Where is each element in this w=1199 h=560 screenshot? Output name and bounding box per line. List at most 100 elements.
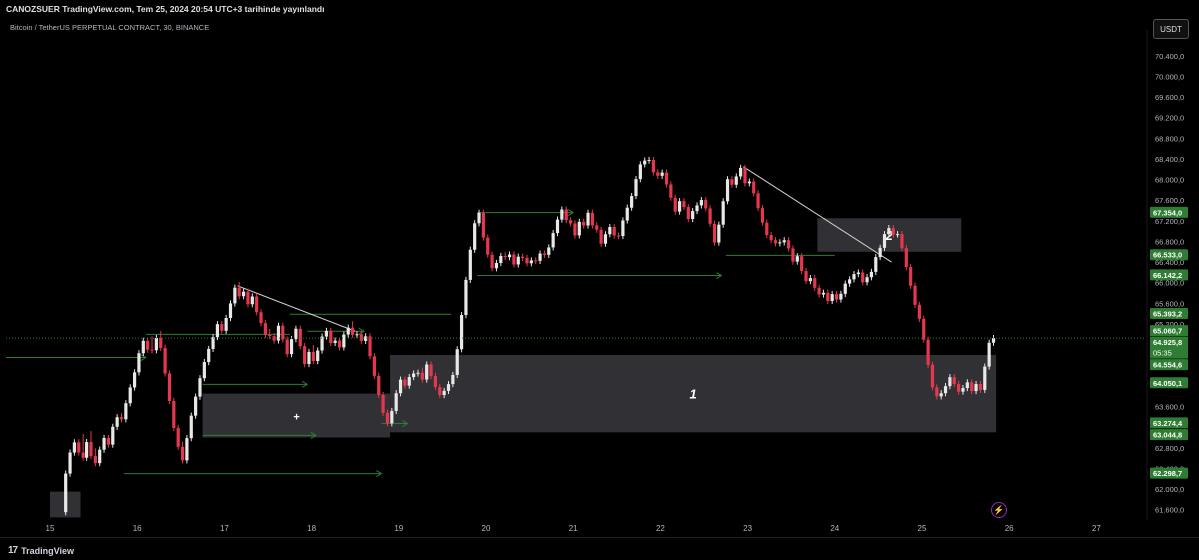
candle-body — [289, 339, 294, 355]
candle-body — [141, 340, 145, 354]
candle-body — [481, 212, 485, 238]
candle — [760, 205, 765, 226]
candle-body — [712, 223, 717, 243]
candle-body — [826, 292, 830, 301]
candle-body — [233, 287, 237, 304]
candle-body — [638, 164, 642, 180]
candle-body — [167, 373, 172, 402]
candle — [499, 252, 503, 267]
candle — [621, 217, 625, 240]
candle — [272, 333, 276, 344]
candle — [551, 229, 555, 251]
candle-body — [856, 272, 860, 275]
candle — [961, 384, 965, 395]
candle-body — [961, 388, 965, 392]
candle — [586, 209, 590, 229]
candle — [616, 232, 621, 240]
candle — [943, 383, 948, 397]
candle — [725, 176, 730, 205]
candle-body — [246, 291, 250, 305]
candle — [377, 372, 381, 399]
candle-body — [516, 256, 520, 265]
candle — [577, 218, 581, 239]
candle — [255, 293, 259, 316]
candle — [473, 220, 477, 253]
y-tick-label: 66.400,0 — [1155, 258, 1184, 267]
footer: 17 TradingView — [0, 537, 1199, 560]
tradingview-logo[interactable]: 17 TradingView — [8, 545, 74, 556]
candle-body — [821, 292, 826, 295]
candle-body — [377, 375, 381, 395]
candle-body — [394, 393, 398, 411]
candle-body — [115, 417, 119, 427]
candle — [965, 379, 969, 392]
currency-button[interactable]: USDT — [1153, 19, 1189, 39]
candle-body — [111, 426, 115, 445]
candle — [525, 254, 529, 267]
candle — [712, 220, 717, 246]
candle-body — [207, 348, 211, 363]
candle — [804, 267, 808, 285]
line-arrow — [567, 209, 575, 217]
line-arrow — [358, 327, 365, 335]
candle — [350, 321, 355, 338]
candle-body — [957, 383, 961, 392]
candle — [939, 390, 943, 400]
candle-body — [316, 350, 320, 362]
line-arrow — [402, 420, 409, 427]
candle — [677, 198, 682, 215]
candle-body — [725, 179, 730, 202]
price-label: 65.060,7 — [1153, 327, 1182, 336]
candle-body — [568, 220, 573, 224]
candle-body — [189, 415, 193, 439]
candle-body — [172, 401, 176, 428]
candle — [342, 331, 346, 351]
candle-body — [795, 256, 799, 262]
price-label: 64.050,1 — [1153, 379, 1182, 388]
candle — [220, 321, 224, 334]
candle-body — [202, 362, 206, 379]
candle-body — [403, 379, 407, 386]
lightning-icon[interactable]: ⚡ — [991, 502, 1007, 518]
line-arrow — [376, 470, 383, 478]
candle-body — [525, 257, 529, 264]
candle — [438, 383, 442, 399]
candle — [813, 275, 817, 291]
candle-body — [616, 235, 621, 237]
candle — [486, 234, 490, 258]
candle-body — [534, 260, 538, 262]
candle — [590, 209, 594, 229]
candle-body — [747, 181, 751, 184]
candle-body — [848, 279, 852, 284]
candle-body — [704, 200, 708, 209]
candle-body — [590, 212, 594, 226]
candle-body — [416, 372, 420, 374]
candle-body — [813, 278, 817, 288]
candle — [128, 384, 132, 407]
candle-body — [773, 240, 778, 244]
candle — [730, 176, 734, 188]
candle — [660, 169, 664, 179]
candle — [207, 345, 211, 366]
candle — [756, 190, 760, 212]
candle-body — [874, 257, 878, 272]
candle-body — [259, 312, 263, 324]
candle — [412, 370, 416, 381]
candle-body — [420, 372, 424, 380]
candle-body — [752, 181, 756, 194]
candle-body — [882, 234, 887, 248]
candle-body — [564, 209, 568, 221]
candle — [385, 409, 390, 427]
candle-body — [512, 254, 516, 265]
x-tick-label: 21 — [569, 524, 578, 533]
candle-body — [660, 172, 664, 176]
candle-body — [442, 390, 446, 396]
candle-body — [106, 437, 111, 445]
candle-body — [89, 442, 93, 457]
candles — [64, 156, 996, 516]
candle-body — [381, 394, 385, 413]
candle-body — [861, 272, 865, 283]
candle-body — [320, 336, 324, 351]
candle — [630, 192, 634, 211]
